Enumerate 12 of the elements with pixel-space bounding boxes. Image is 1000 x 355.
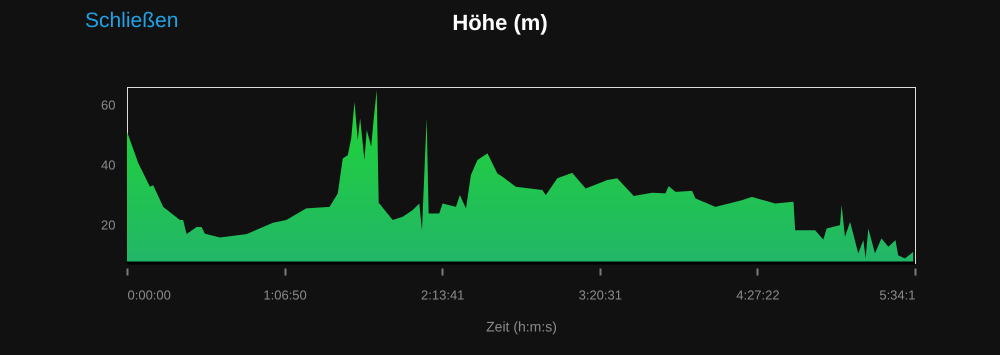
y-tick-label: 60 bbox=[101, 98, 116, 113]
chart-title: Höhe (m) bbox=[452, 10, 548, 35]
y-tick-label: 40 bbox=[101, 158, 116, 173]
x-axis-title: Zeit (h:m:s) bbox=[486, 318, 557, 334]
x-tick-label: 5:34:1 bbox=[879, 288, 916, 302]
x-tick-label: 3:20:31 bbox=[578, 288, 622, 302]
x-tick-label: 2:13:41 bbox=[421, 288, 464, 302]
x-tick-label: 0:00:00 bbox=[128, 288, 171, 302]
x-tick-label: 4:27:22 bbox=[736, 288, 780, 302]
x-tick-label: 1:06:50 bbox=[263, 288, 307, 302]
text: Schließen bbox=[85, 9, 178, 32]
y-tick-label: 20 bbox=[101, 218, 116, 233]
